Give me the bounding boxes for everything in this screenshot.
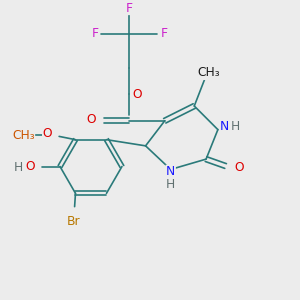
Text: O: O [86, 113, 96, 126]
Text: O: O [235, 161, 244, 175]
Text: CH₃: CH₃ [12, 129, 34, 142]
Text: Br: Br [67, 215, 81, 229]
Text: H: H [231, 120, 240, 133]
Text: O: O [43, 127, 52, 140]
Text: F: F [160, 27, 167, 40]
Text: H: H [14, 160, 23, 174]
Text: N: N [220, 120, 229, 133]
Text: H: H [166, 178, 175, 191]
Text: O: O [133, 88, 142, 101]
Text: F: F [91, 27, 98, 40]
Text: O: O [25, 160, 35, 173]
Text: N: N [166, 165, 175, 178]
Text: CH₃: CH₃ [198, 67, 220, 80]
Text: F: F [126, 2, 133, 14]
